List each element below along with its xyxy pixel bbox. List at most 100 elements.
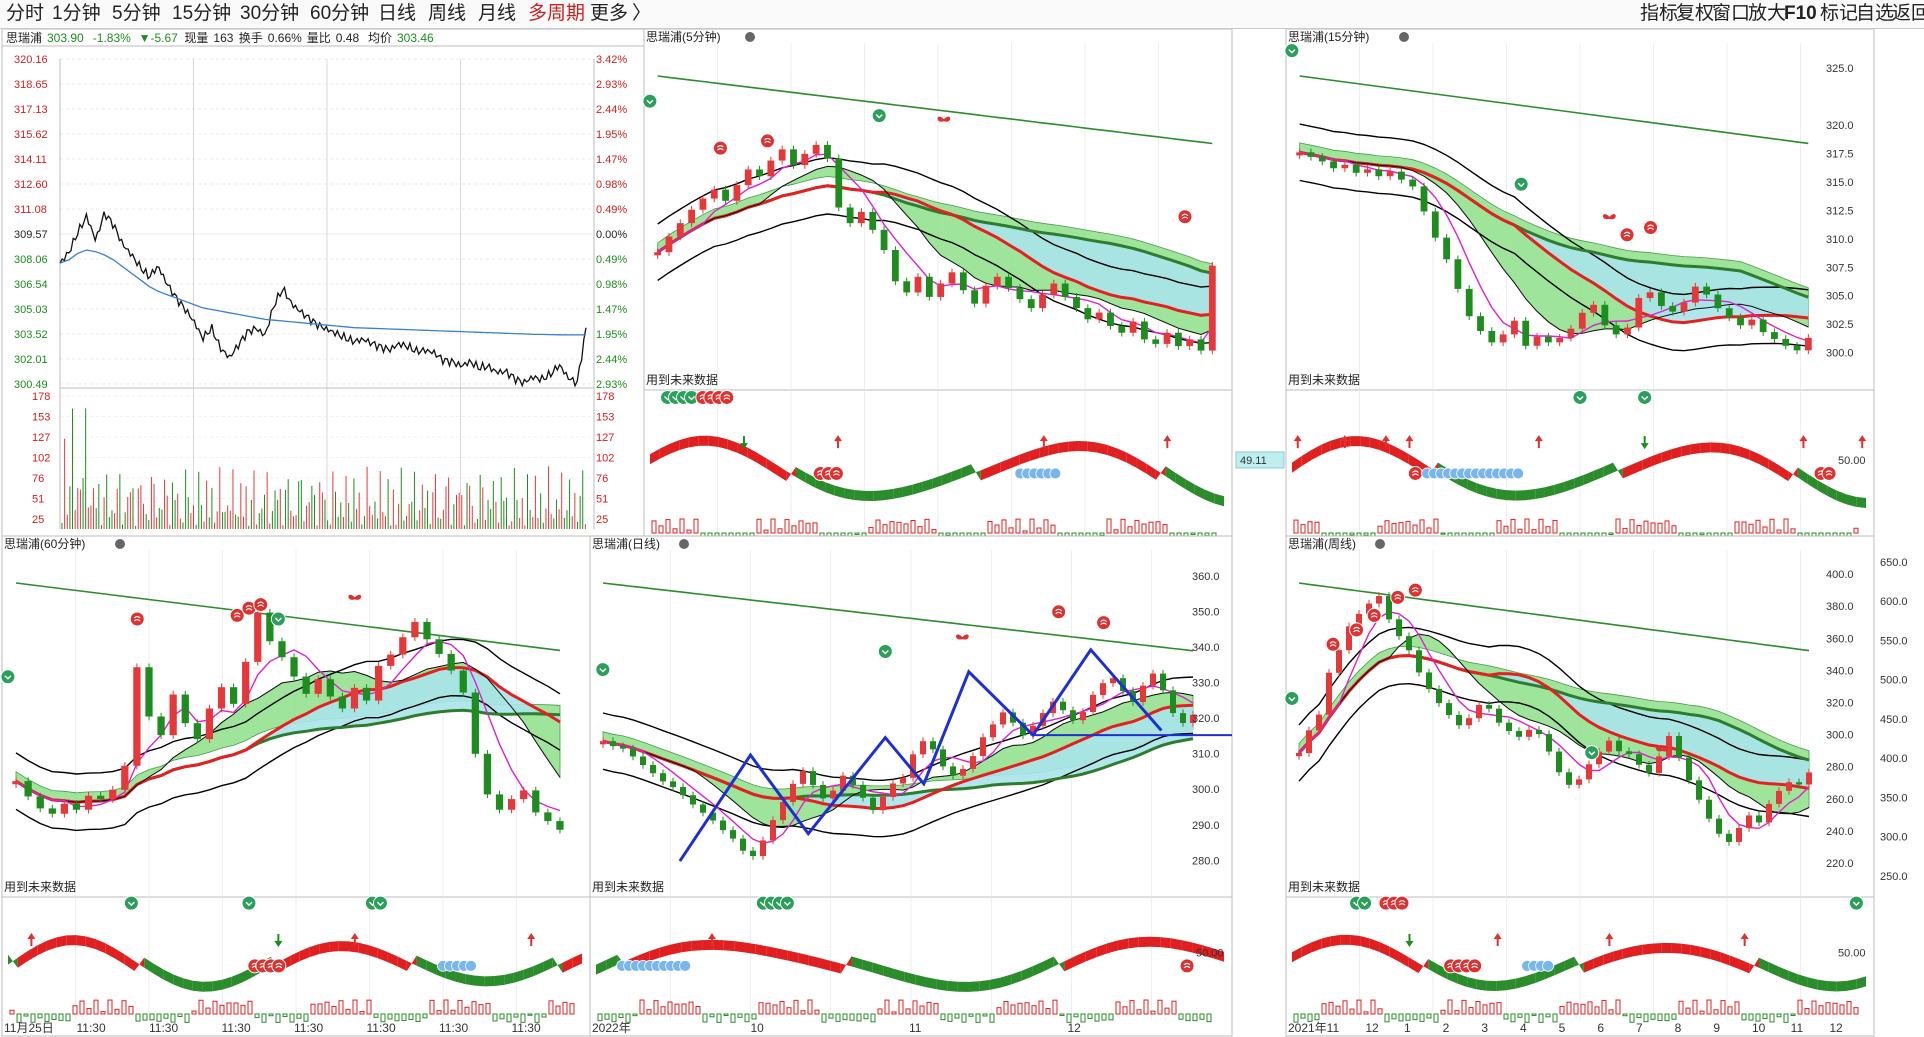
osc-bar (1066, 1013, 1072, 1023)
period-tab-8[interactable]: 月线 (478, 3, 517, 24)
osc-bar (233, 1002, 239, 1015)
chevron-down-icon[interactable] (1399, 32, 1409, 42)
y-tick-label: 280.0 (1192, 855, 1220, 867)
up-arrow-icon (1405, 435, 1414, 449)
oscillator-band (854, 490, 865, 501)
toolbar-right-3[interactable]: 放大 (1748, 3, 1787, 24)
candle-19 (869, 211, 877, 230)
candle-25 (314, 679, 322, 694)
oscillator-band (1408, 957, 1419, 974)
period-tab-1[interactable]: 1分钟 (52, 3, 101, 24)
period-tab-7[interactable]: 周线 (428, 3, 467, 24)
osc-bar (226, 1002, 232, 1015)
chevron-down-icon[interactable] (745, 32, 755, 42)
osc-bar (756, 518, 762, 534)
ma5-line (1299, 151, 1809, 342)
osc-bar (653, 1000, 659, 1015)
oscillator-band (1106, 940, 1118, 954)
x-tick-label: 6 (1597, 1021, 1604, 1035)
period-tab-10[interactable]: 更多 (590, 3, 629, 24)
period-tab-2[interactable]: 5分钟 (112, 3, 161, 24)
oscillator-band (523, 966, 534, 980)
osc-bar (903, 523, 909, 534)
toolbar-right-0[interactable]: 指标 (1640, 3, 1679, 24)
osc-bar (1839, 1004, 1845, 1015)
oscillator-band (1632, 944, 1643, 957)
chevron-down-icon[interactable] (115, 539, 125, 549)
osc-bar (989, 1013, 995, 1023)
period-tab-0[interactable]: 分时 (6, 3, 45, 24)
osc-bar (1391, 1013, 1397, 1020)
osc-bar (1398, 522, 1404, 534)
chevron-down-icon[interactable] (679, 539, 689, 549)
osc-bar (651, 520, 657, 534)
toolbar-right-2[interactable]: 窗口 (1712, 3, 1751, 24)
candle-5 (1346, 626, 1352, 651)
chevron-down-icon[interactable] (1375, 539, 1385, 549)
oscillator-band (787, 950, 799, 963)
oscillator-band (1544, 484, 1555, 498)
candle-41 (1118, 325, 1126, 333)
oscillator-band (864, 490, 874, 501)
x-tick-label: 11月25日 (4, 1021, 54, 1035)
period-tab-6[interactable]: 日线 (378, 3, 417, 24)
candle-8 (744, 169, 752, 186)
period-tab-4[interactable]: 30分钟 (240, 3, 300, 24)
candle-3 (1326, 672, 1332, 715)
period-tab-3[interactable]: 15分钟 (172, 3, 232, 24)
osc-bar (1818, 1005, 1824, 1015)
period-tab-5[interactable]: 60分钟 (310, 3, 370, 24)
oscillator-band (851, 956, 863, 970)
toolbar-right-5[interactable]: 标记 (1820, 3, 1859, 24)
candle-57 (1170, 690, 1176, 714)
oscillator-band (650, 448, 660, 465)
green-signal-icon (0, 669, 16, 685)
y-right-tick: 600.0 (1880, 596, 1908, 608)
oscillator-band (1181, 940, 1193, 953)
oscillator-band (1681, 444, 1691, 457)
oscillator-band (504, 972, 514, 985)
more-arrow-icon[interactable]: 〉 (632, 3, 652, 24)
toolbar-right-4[interactable]: F10 (1784, 3, 1817, 24)
butterfly-icon (348, 594, 362, 600)
osc-bar (1545, 526, 1551, 534)
osc-bar (436, 1010, 442, 1015)
oscillator-band (1165, 466, 1176, 483)
up-arrow-icon (1858, 435, 1867, 449)
candle-25 (937, 283, 945, 297)
toolbar-right-6[interactable]: 自选 (1856, 3, 1895, 24)
green-signal-stroke (1641, 395, 1649, 401)
up-arrow-icon (1039, 435, 1048, 449)
oscillator-band (85, 936, 96, 950)
osc-bar (1769, 518, 1775, 534)
osc-bar (1293, 519, 1299, 534)
pct-axis-label: 2.93% (596, 79, 627, 91)
toolbar-right-7[interactable]: 返回 (1892, 3, 1924, 24)
candle-16 (205, 708, 214, 740)
candle-34 (1680, 302, 1688, 312)
oscillator-band (1399, 951, 1409, 968)
candle-21 (810, 771, 816, 785)
up-arrow-icon (1381, 435, 1390, 449)
osc-bar (1594, 1006, 1600, 1015)
oscillator-band (1399, 448, 1409, 465)
osc-bar (716, 1013, 722, 1023)
osc-bar (247, 1000, 253, 1015)
oscillator-band (1651, 943, 1662, 954)
toolbar-right-1[interactable]: 复权 (1676, 3, 1715, 24)
osc-bar (765, 1002, 771, 1015)
period-tab-9[interactable]: 多周期 (528, 3, 586, 24)
osc-bar (693, 518, 699, 534)
candle-34 (423, 621, 431, 640)
oscillator-band (795, 467, 806, 483)
candle-33 (930, 741, 936, 750)
oscillator-band (805, 472, 816, 488)
green-signal-stroke (688, 395, 696, 401)
osc-bar (919, 1005, 925, 1015)
oscillator-band (757, 452, 767, 469)
osc-bar (996, 1007, 1002, 1015)
candle-56 (1160, 673, 1166, 691)
candle-39 (1686, 757, 1692, 781)
candle-42 (520, 790, 528, 800)
oscillator-band (1369, 437, 1380, 451)
